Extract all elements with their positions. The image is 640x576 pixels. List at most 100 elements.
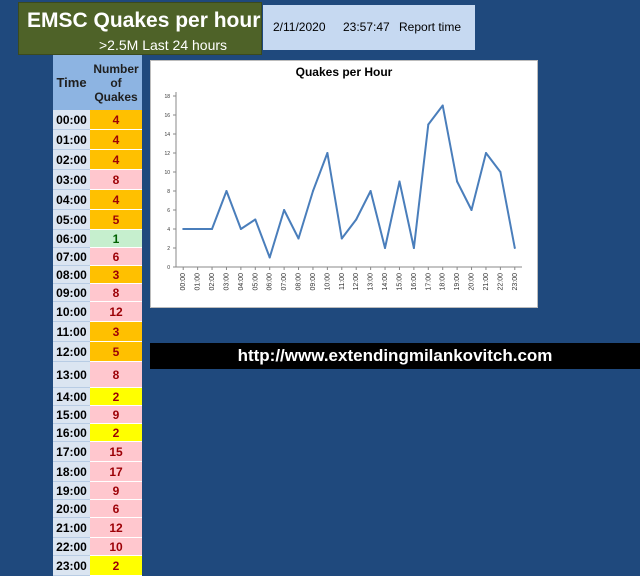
quake-count-cell: 2 — [90, 424, 142, 442]
y-tick-label: 2 — [167, 246, 170, 252]
x-tick-label: 05:00 — [252, 273, 259, 291]
x-tick-label: 15:00 — [396, 273, 403, 291]
quake-count-cell: 6 — [90, 500, 142, 518]
time-cell: 14:00 — [53, 388, 90, 406]
time-cell: 16:00 — [53, 424, 90, 442]
table-row: 01:00 4 — [53, 130, 142, 150]
y-tick-label: 4 — [167, 227, 170, 233]
quake-count-cell: 3 — [90, 266, 142, 284]
time-cell: 05:00 — [53, 210, 90, 230]
report-time: 23:57:47 — [343, 20, 390, 34]
x-tick-label: 03:00 — [223, 273, 230, 291]
table-row: 14:00 2 — [53, 388, 142, 406]
table-row: 00:00 4 — [53, 110, 142, 130]
time-cell: 21:00 — [53, 518, 90, 538]
quake-count-cell: 12 — [90, 302, 142, 322]
y-tick-label: 0 — [167, 265, 170, 271]
data-point — [297, 237, 300, 240]
report-panel: 2/11/2020 23:57:47 Report time — [263, 5, 475, 50]
x-tick-label: 22:00 — [497, 273, 504, 291]
data-point — [283, 209, 286, 211]
quake-count-cell: 4 — [90, 110, 142, 130]
table-row: 15:00 9 — [53, 406, 142, 424]
table-row: 12:00 5 — [53, 342, 142, 362]
quake-count-cell: 3 — [90, 322, 142, 342]
y-tick-label: 6 — [167, 208, 170, 214]
time-cell: 17:00 — [53, 442, 90, 462]
y-tick-label: 18 — [164, 94, 170, 100]
y-tick-label: 12 — [164, 151, 170, 157]
x-tick-label: 09:00 — [310, 273, 317, 291]
time-cell: 19:00 — [53, 482, 90, 500]
table-row: 02:00 4 — [53, 150, 142, 170]
column-header-count: Number of Quakes — [90, 55, 142, 110]
time-cell: 00:00 — [53, 110, 90, 130]
series-line — [183, 104, 516, 259]
data-point — [412, 247, 415, 249]
quake-count-cell: 2 — [90, 388, 142, 406]
data-point — [239, 228, 242, 230]
quake-count-cell: 8 — [90, 284, 142, 302]
x-tick-label: 08:00 — [296, 273, 303, 291]
data-point — [355, 218, 358, 221]
x-tick-label: 14:00 — [382, 273, 389, 291]
table-row: 04:00 4 — [53, 190, 142, 210]
website-url: http://www.extendingmilankovitch.com — [150, 343, 640, 369]
time-cell: 12:00 — [53, 342, 90, 362]
time-cell: 13:00 — [53, 362, 90, 388]
time-cell: 09:00 — [53, 284, 90, 302]
quake-count-cell: 9 — [90, 482, 142, 500]
data-point — [196, 228, 199, 230]
data-point — [225, 190, 228, 192]
time-cell: 15:00 — [53, 406, 90, 424]
time-cell: 07:00 — [53, 248, 90, 266]
quake-count-cell: 8 — [90, 170, 142, 190]
table-row: 19:00 9 — [53, 482, 142, 500]
table-row: 11:00 3 — [53, 322, 142, 342]
quake-count-cell: 4 — [90, 150, 142, 170]
y-tick-label: 8 — [167, 189, 170, 195]
quake-count-cell: 17 — [90, 462, 142, 482]
data-point — [513, 247, 516, 249]
time-cell: 02:00 — [53, 150, 90, 170]
x-tick-label: 10:00 — [324, 273, 331, 291]
x-tick-label: 13:00 — [368, 273, 375, 291]
time-cell: 10:00 — [53, 302, 90, 322]
quake-count-cell: 4 — [90, 190, 142, 210]
time-cell: 11:00 — [53, 322, 90, 342]
table-row: 03:00 8 — [53, 170, 142, 190]
quake-table: Time Number of Quakes 00:00 4 01:00 4 02:00 4… — [53, 55, 149, 576]
quake-count-cell: 6 — [90, 248, 142, 266]
x-tick-label: 02:00 — [209, 273, 216, 291]
column-header-time: Time — [53, 55, 90, 110]
page-subtitle: >2.5M Last 24 hours — [99, 37, 228, 53]
data-point — [470, 209, 473, 211]
time-cell: 22:00 — [53, 538, 90, 556]
line-chart: Quakes per Hour 0 2 4 6 8 10 12 14 16 18 00:00 01:00… — [164, 65, 522, 291]
quake-count-cell: 10 — [90, 538, 142, 556]
x-tick-label: 21:00 — [483, 273, 490, 291]
time-cell: 08:00 — [53, 266, 90, 284]
time-cell: 06:00 — [53, 230, 90, 248]
data-point — [427, 123, 430, 126]
chart-title: Quakes per Hour — [296, 65, 393, 79]
quake-count-cell: 12 — [90, 518, 142, 538]
x-tick-label: 12:00 — [353, 273, 360, 291]
quake-count-cell: 4 — [90, 130, 142, 150]
data-point — [268, 256, 271, 259]
data-point — [340, 237, 343, 240]
data-point — [499, 171, 502, 173]
x-tick-label: 23:00 — [512, 273, 519, 291]
time-cell: 23:00 — [53, 556, 90, 576]
x-tick-label: 00:00 — [180, 273, 187, 291]
table-row: 13:00 8 — [53, 362, 142, 388]
data-point — [211, 228, 214, 230]
y-tick-label: 16 — [164, 113, 170, 119]
title-panel: EMSC Quakes per hour UTC >2.5M Last 24 h… — [18, 2, 309, 55]
table-row: 05:00 5 — [53, 210, 142, 230]
time-cell: 20:00 — [53, 500, 90, 518]
data-point — [384, 247, 387, 249]
table-row: 06:00 1 — [53, 230, 142, 248]
report-time-label: Report time — [399, 20, 462, 34]
table-row: 23:00 2 — [53, 556, 142, 576]
